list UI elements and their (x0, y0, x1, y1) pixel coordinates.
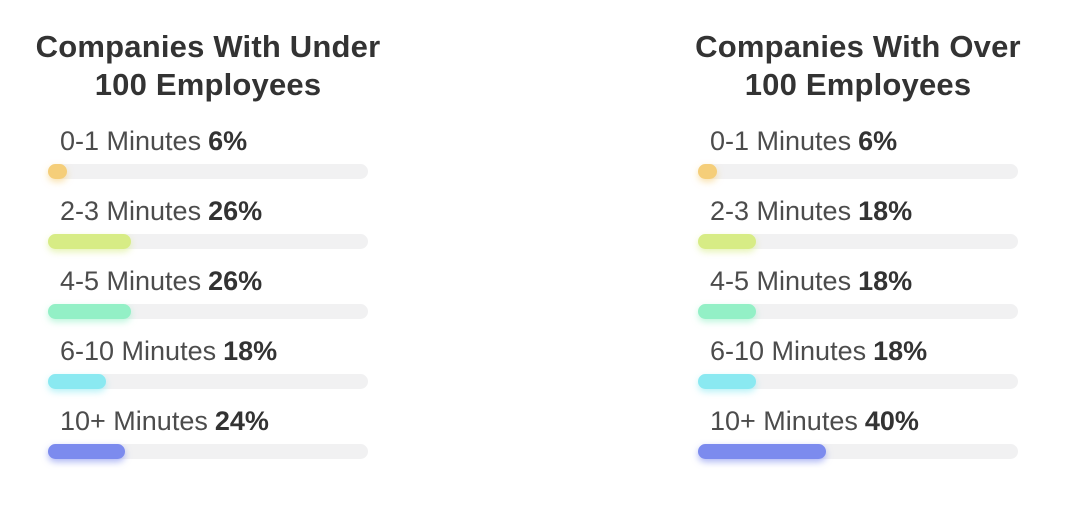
bar-category-label: 6-10 Minutes (710, 336, 867, 366)
chart-title-line-1: Companies With Under (35, 29, 381, 64)
bar-fill (698, 444, 826, 459)
bar-label-line: 2-3 Minutes 26% (60, 197, 368, 225)
bar-row: 4-5 Minutes 18% (698, 267, 1018, 319)
bar-label-line: 10+ Minutes 24% (60, 407, 368, 435)
bar-category-label: 4-5 Minutes (60, 266, 202, 296)
bar-category-label: 4-5 Minutes (710, 266, 852, 296)
bar-value-label: 24% (214, 406, 269, 436)
bar-category-label: 6-10 Minutes (60, 336, 217, 366)
charts-container: Companies With Under 100 Employees 0-1 M… (36, 28, 1021, 477)
bar-value-label: 6% (858, 126, 898, 156)
bar-label-line: 4-5 Minutes 26% (60, 267, 368, 295)
bar-label-line: 0-1 Minutes 6% (710, 127, 1018, 155)
bar-track (698, 304, 1018, 319)
bar-fill (48, 234, 132, 249)
bar-value-label: 18% (223, 336, 278, 366)
bar-category-label: 0-1 Minutes (60, 126, 202, 156)
bar-category-label: 0-1 Minutes (710, 126, 852, 156)
bar-category-label: 10+ Minutes (60, 406, 208, 436)
bar-track (48, 234, 368, 249)
bar-row: 4-5 Minutes 26% (48, 267, 368, 319)
bar-row: 0-1 Minutes 6% (698, 127, 1018, 179)
bar-value-label: 26% (208, 196, 263, 226)
bar-value-label: 26% (208, 266, 263, 296)
chart-panel-over-100: Companies With Over 100 Employees 0-1 Mi… (695, 28, 1021, 477)
chart-title-under-100: Companies With Under 100 Employees (8, 28, 408, 104)
bar-category-label: 2-3 Minutes (710, 196, 852, 226)
bar-label-line: 6-10 Minutes 18% (60, 337, 368, 365)
bar-track (698, 234, 1018, 249)
bar-value-label: 18% (873, 336, 928, 366)
bar-track (48, 304, 368, 319)
bar-fill (48, 374, 106, 389)
bar-track (48, 164, 368, 179)
bar-label-line: 0-1 Minutes 6% (60, 127, 368, 155)
bar-row: 0-1 Minutes 6% (48, 127, 368, 179)
bar-track (698, 444, 1018, 459)
bar-row: 6-10 Minutes 18% (48, 337, 368, 389)
bar-fill (48, 444, 125, 459)
bar-value-label: 6% (208, 126, 248, 156)
bar-track (48, 374, 368, 389)
bar-category-label: 2-3 Minutes (60, 196, 202, 226)
bar-track (698, 164, 1018, 179)
bar-fill (698, 234, 756, 249)
bar-label-line: 2-3 Minutes 18% (710, 197, 1018, 225)
bar-track (698, 374, 1018, 389)
bar-fill (698, 164, 718, 179)
bar-fill (698, 304, 756, 319)
bar-label-line: 4-5 Minutes 18% (710, 267, 1018, 295)
chart-title-line-1: Companies With Over (695, 29, 1021, 64)
chart-title-line-2: 100 Employees (744, 67, 972, 102)
chart-title-line-2: 100 Employees (94, 67, 322, 102)
bar-row: 10+ Minutes 24% (48, 407, 368, 459)
bar-row: 10+ Minutes 40% (698, 407, 1018, 459)
chart-title-over-100: Companies With Over 100 Employees (658, 28, 1058, 104)
bar-fill (48, 164, 68, 179)
bar-fill (698, 374, 756, 389)
bar-track (48, 444, 368, 459)
bar-row: 2-3 Minutes 26% (48, 197, 368, 249)
chart-panel-under-100: Companies With Under 100 Employees 0-1 M… (36, 28, 380, 477)
bar-label-line: 10+ Minutes 40% (710, 407, 1018, 435)
bar-value-label: 18% (858, 196, 913, 226)
bar-fill (48, 304, 132, 319)
bar-value-label: 40% (864, 406, 919, 436)
bar-row: 2-3 Minutes 18% (698, 197, 1018, 249)
bar-category-label: 10+ Minutes (710, 406, 858, 436)
bar-row: 6-10 Minutes 18% (698, 337, 1018, 389)
bar-label-line: 6-10 Minutes 18% (710, 337, 1018, 365)
bar-value-label: 18% (858, 266, 913, 296)
